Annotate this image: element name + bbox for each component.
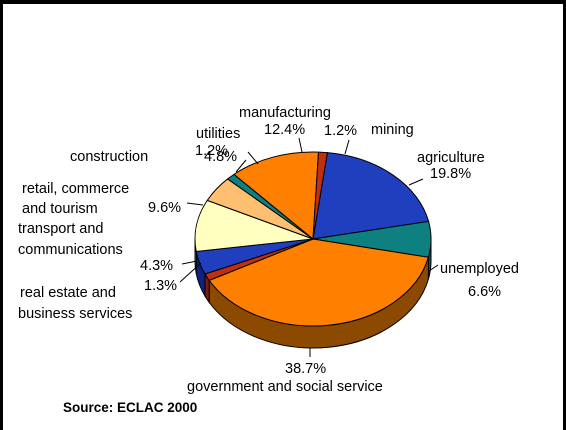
leader-lines — [179, 137, 439, 357]
leader-line-7 — [179, 262, 202, 283]
value-unemployed: 6.6% — [468, 284, 501, 300]
source-note: Source: ECLAC 2000 — [63, 400, 197, 415]
label-utilities: utilities — [196, 126, 240, 142]
pie-slice-government-and-social-service — [208, 238, 430, 327]
leader-line-4 — [235, 159, 247, 173]
pie-slice-agriculture — [312, 152, 430, 240]
label-agriculture: agriculture — [417, 150, 485, 166]
label-manufacturing: manufacturing — [239, 105, 331, 121]
label-transport-line2: communications — [18, 242, 123, 258]
leader-line-3 — [247, 151, 259, 165]
value-government: 38.7% — [285, 361, 326, 377]
leader-line-0 — [298, 137, 303, 153]
label-construction: construction — [70, 149, 148, 165]
label-government: government and social service — [187, 379, 383, 395]
value-agriculture: 19.8% — [430, 166, 471, 182]
leader-line-8 — [428, 264, 439, 272]
leader-line-2 — [408, 178, 424, 186]
value-construction: 4.8% — [204, 149, 237, 165]
label-realestate-line2: business services — [18, 306, 132, 322]
pie-top — [194, 151, 432, 327]
label-retail-line1: retail, commerce — [22, 181, 129, 197]
label-realestate-line1: real estate and — [20, 285, 116, 301]
label-mining: mining — [371, 122, 414, 138]
label-transport-line1: transport and — [18, 221, 103, 237]
label-unemployed: unemployed — [440, 261, 519, 277]
leader-line-5 — [186, 202, 204, 206]
leader-line-6 — [181, 260, 198, 265]
value-realestate: 1.3% — [144, 278, 177, 294]
pie-slice-mining — [312, 151, 328, 240]
value-retail: 9.6% — [148, 200, 181, 216]
pie-slice-manufacturing — [233, 151, 320, 241]
value-transport: 4.3% — [140, 258, 173, 274]
leader-line-1 — [344, 139, 350, 155]
value-manufacturing: 12.4% — [264, 122, 305, 138]
value-utilities: 1.2% — [195, 143, 228, 159]
value-mining: 1.2% — [324, 123, 357, 139]
label-retail-line2: and tourism — [22, 201, 98, 217]
